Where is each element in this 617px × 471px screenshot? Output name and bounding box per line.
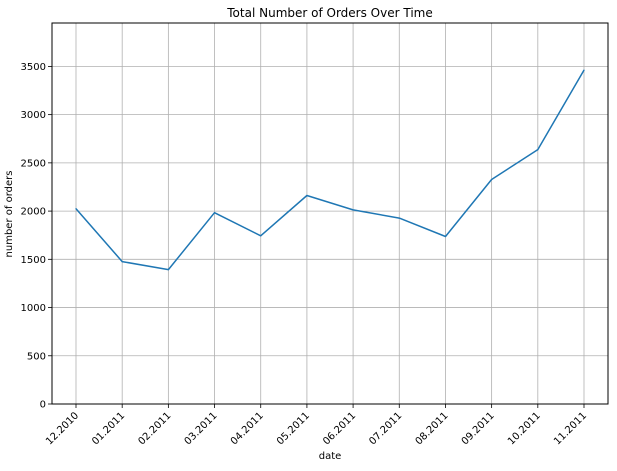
x-tick-label: 03.2011 bbox=[183, 410, 220, 447]
y-tick-label: 1000 bbox=[21, 303, 46, 314]
data-point bbox=[121, 261, 123, 263]
y-tick-label: 3000 bbox=[21, 110, 46, 121]
data-point bbox=[537, 149, 539, 151]
data-point bbox=[75, 208, 77, 210]
y-axis: 0 500 1000 1500 2000 2500 3000 3500 bbox=[21, 62, 52, 411]
y-tick-label: 1500 bbox=[21, 255, 46, 266]
y-tick-label: 500 bbox=[27, 351, 46, 362]
x-tick-label: 09.2011 bbox=[460, 410, 497, 447]
x-axis-label: date bbox=[319, 451, 342, 462]
grid-lines bbox=[52, 23, 608, 405]
y-axis-label: number of orders bbox=[4, 171, 15, 258]
y-tick-label: 2000 bbox=[21, 207, 46, 218]
x-tick-label: 04.2011 bbox=[229, 410, 266, 447]
x-tick-label: 07.2011 bbox=[367, 410, 404, 447]
x-tick-label: 02.2011 bbox=[136, 410, 173, 447]
series-line-orders bbox=[75, 69, 585, 271]
data-point bbox=[444, 235, 447, 238]
y-tick-label: 3500 bbox=[21, 62, 46, 73]
y-tick-label: 0 bbox=[40, 400, 46, 411]
x-tick-label: 10.2011 bbox=[506, 410, 543, 447]
series-layer bbox=[75, 69, 585, 271]
data-point bbox=[167, 269, 169, 271]
x-tick-label: 01.2011 bbox=[90, 410, 127, 447]
x-tick-label: 08.2011 bbox=[414, 410, 451, 447]
data-point bbox=[583, 69, 585, 71]
data-point bbox=[306, 194, 308, 197]
plot-area bbox=[51, 22, 609, 405]
data-point bbox=[213, 212, 216, 214]
chart-title: Total Number of Orders Over Time bbox=[226, 6, 432, 20]
data-point bbox=[491, 178, 493, 181]
y-tick-label: 2500 bbox=[21, 158, 46, 169]
x-tick-label: 12.2010 bbox=[44, 410, 81, 447]
x-axis: 12.2010 01.2011 02.2011 03.2011 04.2011 05.20… bbox=[44, 404, 589, 447]
data-point bbox=[398, 217, 400, 219]
x-tick-label: 11.2011 bbox=[552, 410, 589, 447]
data-point bbox=[260, 235, 262, 237]
data-point bbox=[352, 209, 354, 211]
x-tick-label: 05.2011 bbox=[275, 410, 312, 447]
x-tick-label: 06.2011 bbox=[321, 410, 358, 447]
